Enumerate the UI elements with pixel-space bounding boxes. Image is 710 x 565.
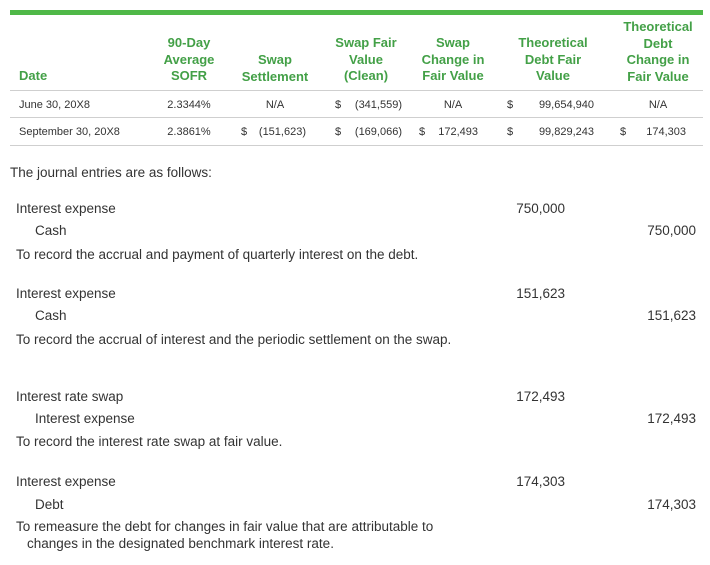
header-line: Swap [436,35,470,50]
debit-amount: 174,303 [516,474,565,489]
journal-intro: The journal entries are as follows: [10,165,212,180]
header-line: Debt Fair [524,51,582,67]
entry-description: To record the accrual and payment of qua… [16,247,419,262]
header-line: Debt [643,35,673,51]
debit-account: Interest expense [16,474,116,489]
credit-account: Debt [35,497,64,512]
credit-amount: 174,303 [647,497,696,512]
cell-settle: N/A [265,99,285,111]
header-line: 90-Day [167,35,211,50]
header-line: Value [349,51,383,67]
cell-sofr: 2.3861% [167,126,211,138]
header-line: Average [163,51,215,67]
credit-amount: 750,000 [647,223,696,238]
credit-account: Interest expense [35,411,135,426]
header-swap-fair-value: Swap Fair Value (Clean) [322,35,410,85]
header-swap-settlement: Swap Settlement [232,52,318,85]
cell-theofv: 99,654,940 [538,99,594,111]
cell-swapfv-currency: $ [335,126,342,138]
cell-sofr: 2.3344% [167,99,211,111]
header-line: Swap [258,52,292,67]
cell-theofv-currency: $ [507,126,514,138]
cell-settle: (151,623) [258,126,306,138]
header-line: Change in [626,52,690,67]
header-line: SOFR [170,68,208,83]
entry-description: To remeasure the debt for changes in fai… [16,519,434,551]
row-divider [10,117,703,118]
cell-swapfv-currency: $ [335,99,342,111]
header-line: (Clean) [343,68,389,83]
header-line: Value [536,68,570,83]
header-line: Swap Fair [335,35,397,50]
cell-swapfv: (341,559) [354,99,402,111]
header-line: Theoretical [518,35,588,50]
cell-theochg-currency: $ [620,126,627,138]
credit-amount: 172,493 [647,411,696,426]
debit-account: Interest expense [16,201,116,216]
debit-amount: 151,623 [516,286,565,301]
header-line: Theoretical [623,19,693,34]
debit-amount: 172,493 [516,389,565,404]
credit-account: Cash [35,308,67,323]
entry-description: To record the interest rate swap at fair… [16,434,283,449]
cell-swapchg-currency: $ [419,126,426,138]
row-divider [10,145,703,146]
cell-date: September 30, 20X8 [19,126,120,138]
debit-account: Interest expense [16,286,116,301]
debit-amount: 750,000 [516,201,565,216]
cell-swapchg: N/A [443,99,463,111]
cell-date: June 30, 20X8 [19,99,90,111]
cell-theochg: 174,303 [646,126,686,138]
cell-theofv: 99,829,243 [538,126,594,138]
credit-account: Cash [35,223,67,238]
header-line: Fair Value [422,68,484,83]
header-sofr: 90-Day Average SOFR [146,35,232,85]
debit-account: Interest rate swap [16,389,124,404]
header-date: Date [19,68,47,85]
cell-settle-currency: $ [241,126,248,138]
header-theoretical-debt-change: Theoretical Debt Change in Fair Value [612,19,704,85]
cell-swapfv: (169,066) [354,126,402,138]
entry-description: To record the accrual of interest and th… [16,332,452,347]
header-line: Fair Value [627,68,689,84]
header-swap-change: Swap Change in Fair Value [410,35,496,85]
row-divider [10,90,703,91]
table-top-rule [10,10,703,15]
header-date-label: Date [19,68,48,83]
header-line: Settlement [241,68,309,84]
cell-theofv-currency: $ [507,99,514,111]
cell-theochg: N/A [648,99,668,111]
cell-swapchg: 172,493 [438,126,478,138]
header-theoretical-debt-fair-value: Theoretical Debt Fair Value [507,35,599,85]
credit-amount: 151,623 [647,308,696,323]
header-line: Change in [421,51,485,67]
